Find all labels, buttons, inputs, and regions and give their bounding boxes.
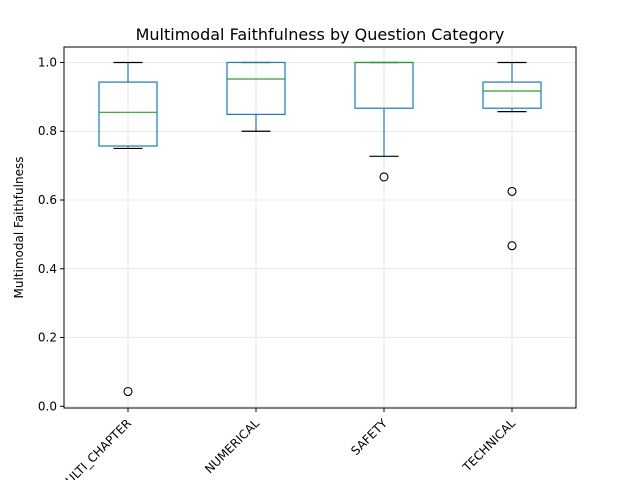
x-tick-label: MULTI_CHAPTER	[56, 416, 135, 480]
plot-frame	[63, 46, 577, 409]
box-group	[98, 61, 158, 397]
outlier-point	[123, 386, 133, 397]
y-tick-label: 0.2	[38, 331, 57, 345]
box-group	[354, 61, 414, 182]
iqr-box	[98, 81, 158, 147]
x-tick-label: NUMERICAL	[202, 416, 262, 476]
outlier-point	[507, 186, 517, 196]
x-tick-label: TECHNICAL	[459, 416, 518, 475]
y-tick-label: 0.0	[38, 399, 57, 413]
y-tick-label: 1.0	[38, 55, 57, 69]
x-tick-label: SAFETY	[348, 416, 390, 458]
iqr-box	[226, 61, 286, 115]
box-group	[482, 61, 542, 251]
x-axis-ticks: MULTI_CHAPTER NUMERICAL SAFETY TECHNICAL	[56, 408, 518, 480]
y-axis-label: Multimodal Faithfulness	[12, 157, 26, 299]
iqr-box	[482, 81, 542, 109]
boxes	[98, 61, 542, 397]
box-group	[226, 61, 286, 132]
chart-title: Multimodal Faithfulness by Question Cate…	[136, 25, 505, 44]
outlier-point	[379, 172, 389, 182]
grid	[64, 47, 576, 408]
y-tick-label: 0.8	[38, 124, 57, 138]
y-axis-ticks: 0.0 0.2 0.4 0.6 0.8 1.0	[38, 55, 64, 413]
outlier-point	[507, 241, 517, 251]
y-tick-label: 0.4	[38, 262, 57, 276]
y-tick-label: 0.6	[38, 193, 57, 207]
